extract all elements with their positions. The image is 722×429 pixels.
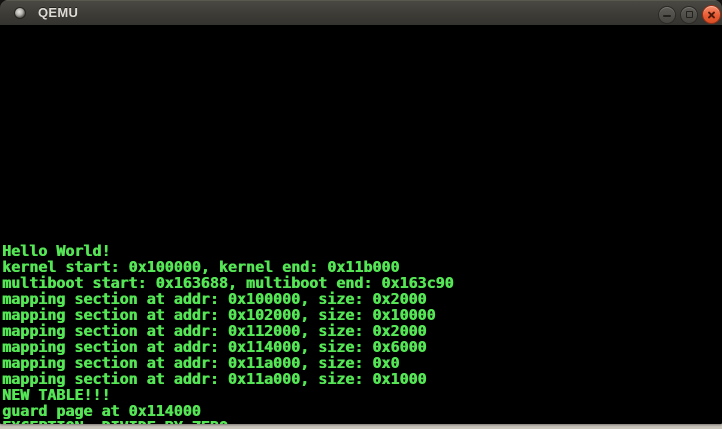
maximize-button[interactable] — [680, 5, 698, 24]
minimize-icon — [663, 14, 671, 17]
console-line: kernel start: 0x100000, kernel end: 0x11… — [2, 258, 400, 276]
minimize-button[interactable] — [658, 5, 676, 24]
console-output: Hello World! kernel start: 0x100000, kern… — [2, 243, 454, 424]
titlebar[interactable]: QEMU — [0, 0, 722, 25]
console-line: mapping section at addr: 0x11a000, size:… — [2, 370, 427, 388]
console-line: EXCEPTION: DIVIDE BY ZERO — [2, 419, 454, 424]
vga-display[interactable]: Hello World! kernel start: 0x100000, kern… — [0, 25, 722, 424]
qemu-window-icon[interactable] — [14, 6, 26, 19]
console-line: NEW TABLE!!! — [2, 386, 111, 404]
console-line: mapping section at addr: 0x114000, size:… — [2, 338, 427, 356]
console-line: mapping section at addr: 0x100000, size:… — [2, 290, 427, 308]
window-title: QEMU — [38, 5, 79, 20]
console-line: guard page at 0x114000 — [2, 402, 201, 420]
console-line: multiboot start: 0x163688, multiboot end… — [2, 274, 454, 292]
window-controls — [658, 5, 721, 24]
maximize-icon — [685, 11, 693, 18]
console-line: mapping section at addr: 0x112000, size:… — [2, 322, 427, 340]
console-line: mapping section at addr: 0x102000, size:… — [2, 306, 436, 324]
console-line: Hello World! — [2, 242, 111, 260]
close-button[interactable] — [702, 5, 721, 24]
console-line: mapping section at addr: 0x11a000, size:… — [2, 354, 400, 372]
